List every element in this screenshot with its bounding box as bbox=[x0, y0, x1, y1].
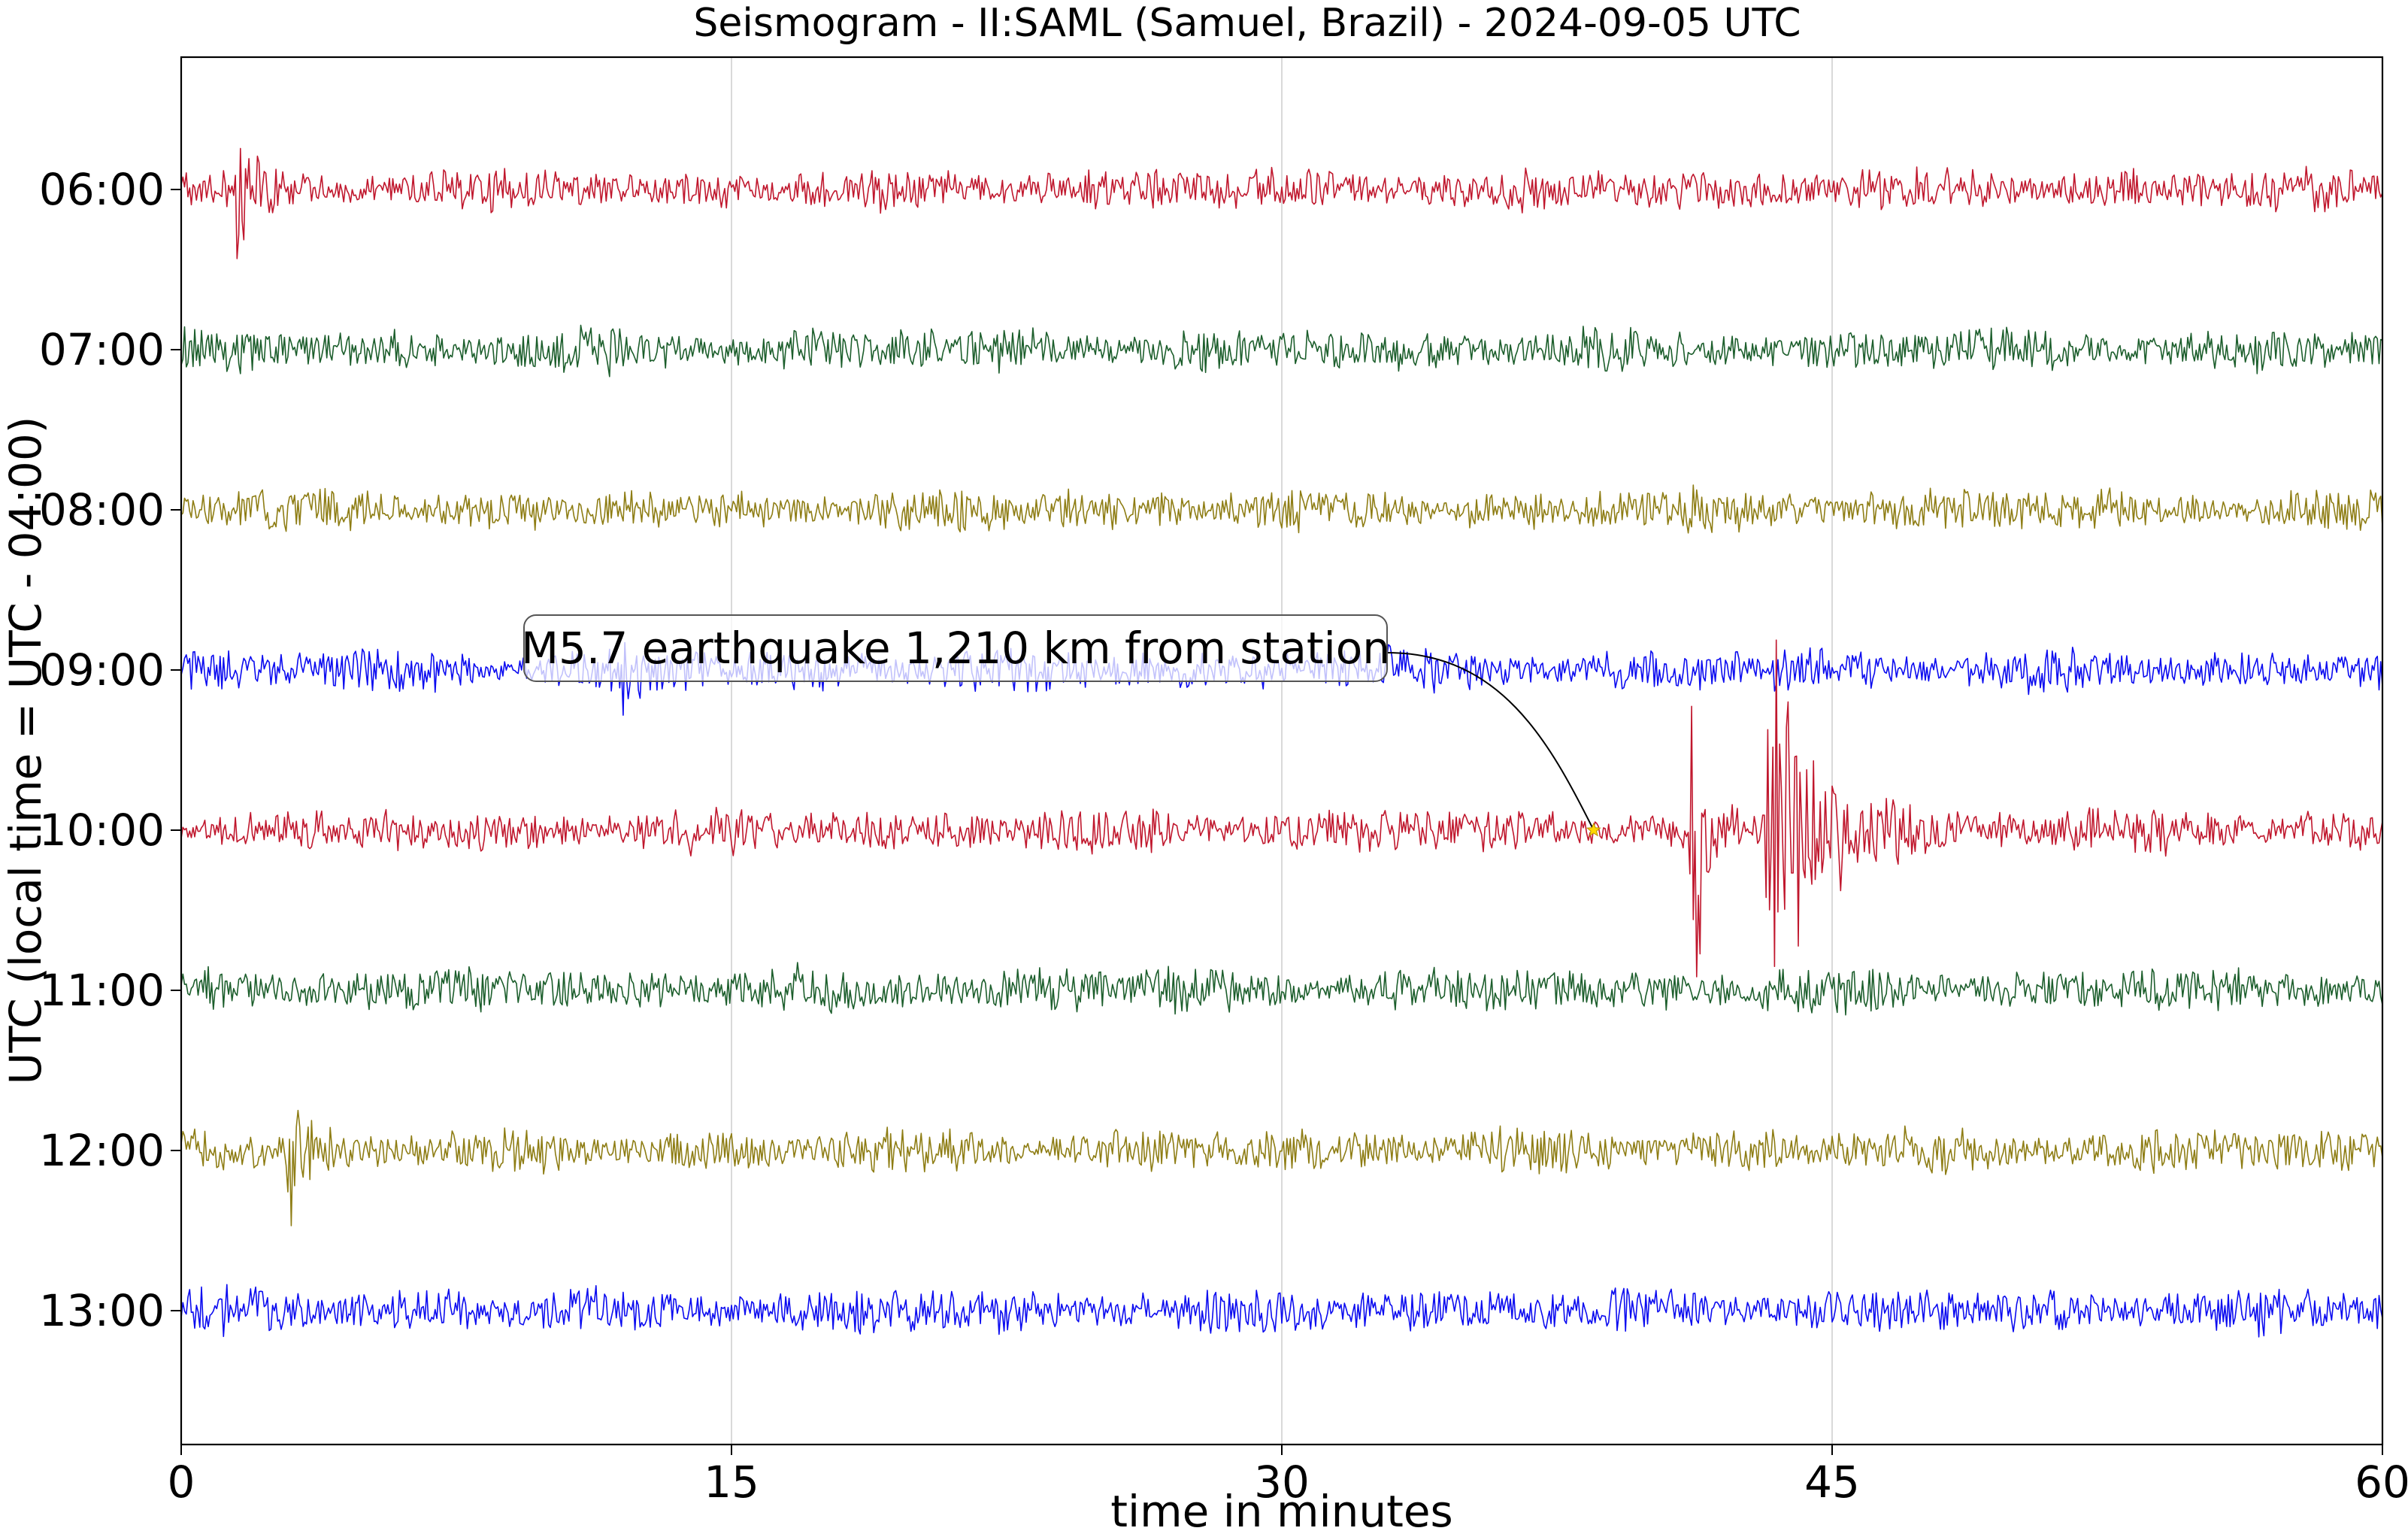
y-tick-label: 06:00 bbox=[39, 164, 165, 215]
x-tick-label: 15 bbox=[704, 1457, 759, 1508]
x-tick-label: 60 bbox=[2355, 1457, 2408, 1508]
y-tick-label: 08:00 bbox=[39, 484, 165, 535]
y-tick-label: 07:00 bbox=[39, 324, 165, 375]
chart-title: Seismogram - II:SAML (Samuel, Brazil) - … bbox=[693, 1, 1801, 46]
y-tick-label: 13:00 bbox=[39, 1285, 165, 1336]
y-tick-label: 09:00 bbox=[39, 644, 165, 696]
annotation: M5.7 earthquake 1,210 km from station bbox=[521, 614, 1601, 837]
y-tick-label: 11:00 bbox=[39, 965, 165, 1016]
y-axis-label: UTC (local time = UTC - 04:00) bbox=[0, 417, 51, 1085]
trace-0600 bbox=[180, 147, 2383, 259]
y-tick-label: 10:00 bbox=[39, 805, 165, 856]
trace-0800 bbox=[180, 484, 2383, 534]
x-tick-label: 45 bbox=[1804, 1457, 1860, 1508]
trace-1100 bbox=[180, 962, 2383, 1016]
trace-1300 bbox=[180, 1284, 2383, 1338]
trace-1000 bbox=[180, 639, 2383, 978]
x-tick-label: 30 bbox=[1254, 1457, 1310, 1508]
x-tick-label: 0 bbox=[168, 1457, 195, 1508]
y-axis-ticks: 06:00 07:00 08:00 09:00 10:00 11:00 12:00 13:00 bbox=[39, 164, 181, 1336]
trace-1200 bbox=[180, 1109, 2383, 1226]
trace-0700 bbox=[180, 324, 2383, 377]
x-axis-label: time in minutes bbox=[1110, 1486, 1453, 1537]
y-tick-label: 12:00 bbox=[39, 1125, 165, 1176]
x-axis-ticks: 0 15 30 45 60 bbox=[168, 1445, 2408, 1508]
gridlines bbox=[731, 57, 1833, 1445]
annotation-arrow bbox=[1386, 652, 1595, 831]
annotation-text: M5.7 earthquake 1,210 km from station bbox=[521, 623, 1390, 674]
event-marker-star bbox=[1586, 822, 1601, 837]
annotation-box bbox=[523, 614, 1388, 682]
